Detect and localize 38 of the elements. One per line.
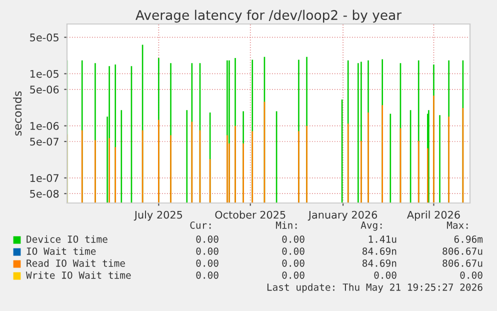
text: 0.00 — [282, 247, 304, 255]
x-tick-label: July 2025 — [134, 210, 182, 221]
legend-label: IO Wait time — [26, 247, 96, 255]
text: 0.00 — [460, 271, 482, 279]
y-tick-label: 1e-06 — [30, 122, 59, 130]
text: 806.67u — [442, 247, 482, 255]
text: 806.67u — [442, 259, 482, 267]
text: Min: — [276, 221, 297, 229]
y-tick-label: 5e-05 — [30, 34, 58, 42]
text: 0.00 — [196, 247, 218, 255]
y-tick-label: 5e-08 — [30, 190, 59, 198]
text: 0.00 — [282, 259, 304, 267]
text: 84.69n — [362, 259, 396, 267]
text: Max: — [446, 222, 468, 229]
text: Last update: Thu May 21 19:25:27 2026 — [267, 283, 482, 293]
text: 0.00 — [196, 235, 218, 243]
legend-label: Device IO time — [26, 235, 108, 243]
text: 0.00 — [196, 259, 218, 267]
x-tick-label: April 2026 — [406, 210, 460, 221]
chart-title: Average latency for /dev/loop2 - by year — [136, 10, 402, 23]
text: 6.96m — [454, 235, 483, 243]
y-tick-label: 5e-07 — [30, 138, 58, 146]
y-tick-label: 1e-05 — [30, 70, 58, 78]
text: 1.41u — [368, 236, 396, 243]
text: 0.00 — [282, 235, 304, 243]
x-tick-label: January 2026 — [308, 210, 378, 221]
text: Cur: — [190, 221, 211, 229]
x-tick-label: October 2025 — [215, 210, 286, 219]
y-tick-label: 1e-07 — [30, 174, 58, 182]
legend-label: Read IO Wait time — [26, 259, 125, 267]
text: 0.00 — [282, 271, 304, 279]
y-tick-label: 5e-06 — [30, 86, 59, 94]
text: 0.00 — [196, 271, 218, 279]
text: Avg: — [360, 222, 382, 231]
text: 84.69n — [362, 247, 396, 255]
y-axis-title: seconds — [13, 91, 22, 136]
legend-label: Write IO Wait time — [26, 271, 131, 279]
text: 0.00 — [374, 271, 396, 279]
